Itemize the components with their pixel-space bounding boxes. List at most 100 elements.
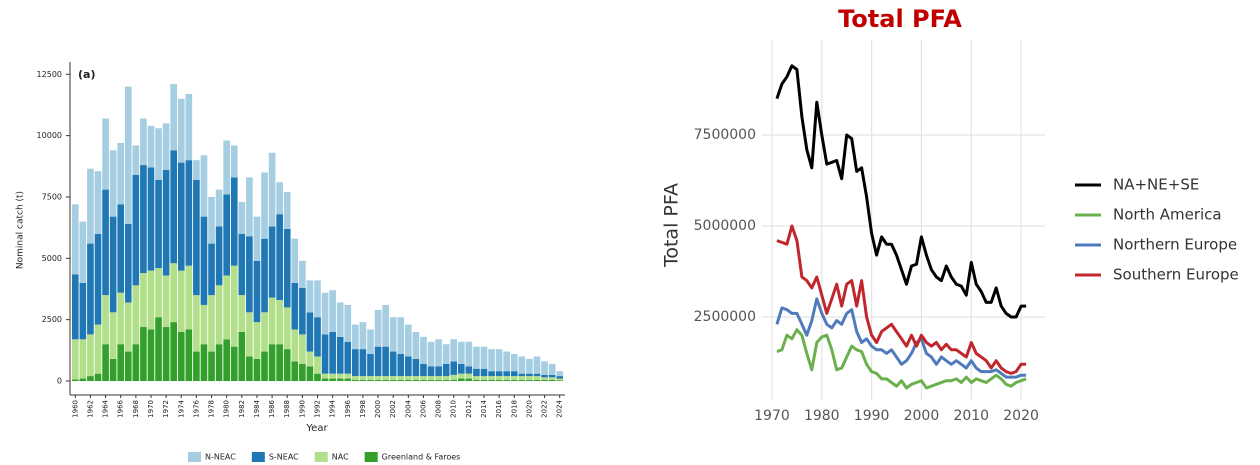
bar-segment — [306, 312, 314, 352]
series-line — [776, 328, 1027, 390]
bar-segment — [162, 275, 170, 328]
bar-segment — [510, 354, 518, 372]
bar-segment — [208, 295, 215, 352]
bar-segment — [185, 93, 193, 161]
bar-segment — [132, 174, 140, 286]
bar-segment — [87, 243, 94, 335]
bar-segment — [389, 379, 397, 382]
series-line — [775, 64, 1027, 319]
bar-segment — [526, 358, 533, 374]
bar-segment — [238, 331, 246, 382]
bar-segment — [427, 376, 435, 380]
bar-segment — [548, 363, 556, 375]
y-tick-label: 5000 — [42, 254, 62, 263]
bar-segment — [382, 304, 389, 347]
bar-segment — [200, 304, 208, 345]
x-tick-label: 1976 — [192, 399, 200, 417]
bar-segment — [253, 358, 261, 382]
legend-label: N-NEAC — [205, 453, 236, 462]
bar-segment — [488, 379, 495, 382]
x-axis-label: Year — [305, 423, 328, 434]
bar-segment — [200, 216, 208, 305]
x-tick-label: 1986 — [268, 399, 276, 417]
bar-segment — [147, 167, 155, 271]
bar-segment — [450, 361, 458, 375]
bar-segment — [215, 285, 223, 345]
series-line — [775, 297, 1027, 379]
bar-segment — [109, 312, 117, 359]
x-tick-label: 2002 — [389, 400, 397, 418]
bar-segment — [541, 377, 548, 380]
bar-segment — [177, 270, 185, 332]
bar-segment — [503, 379, 511, 382]
bar-segment — [102, 189, 109, 296]
bar-segment — [344, 341, 352, 374]
bar-segment — [404, 379, 412, 382]
bar-segment — [177, 162, 185, 271]
bar-segment — [306, 366, 314, 382]
bar-segment — [321, 373, 329, 379]
bar-segment — [541, 361, 548, 375]
bar-segment — [87, 334, 94, 377]
bar-segment — [314, 317, 321, 357]
x-tick-label: 2006 — [419, 399, 427, 417]
bar-segment — [382, 376, 389, 380]
bar-segment — [367, 329, 374, 355]
bar-segment — [268, 152, 276, 227]
legend-swatch — [188, 452, 201, 462]
bar-segment — [223, 194, 231, 276]
x-tick-label: 1990 — [854, 408, 890, 424]
bar-segment — [367, 379, 374, 382]
bar-segment — [94, 171, 102, 234]
x-tick-label: 1966 — [117, 399, 125, 417]
bar-segment — [261, 172, 268, 239]
bar-segment — [109, 358, 117, 382]
bar-segment — [102, 118, 109, 190]
bar-segment — [495, 376, 503, 380]
bar-segment — [261, 351, 268, 382]
bar-segment — [389, 317, 397, 352]
bar-segment — [352, 324, 359, 350]
bar-segment — [412, 331, 420, 359]
bar-segment — [79, 221, 87, 283]
x-tick-label: 1970 — [754, 408, 790, 424]
bar-segment — [329, 290, 336, 332]
bar-segment — [488, 349, 495, 372]
bar-segment — [109, 216, 117, 313]
legend-swatch — [364, 452, 378, 462]
bar-segment — [291, 282, 299, 330]
bar-segment — [306, 280, 314, 313]
bar-segment — [268, 226, 276, 298]
bar-segment — [268, 297, 276, 345]
bar-segment — [253, 216, 261, 261]
x-tick-label: 1972 — [162, 400, 170, 418]
x-tick-label: 2014 — [480, 399, 488, 417]
bar-segment — [397, 317, 405, 355]
bar-segment — [359, 322, 367, 350]
bar-segment — [132, 344, 140, 382]
bar-segment — [518, 373, 526, 377]
bar-segment — [94, 233, 102, 325]
bar-segment — [215, 189, 223, 227]
bar-segment — [442, 376, 450, 380]
bar-segment — [336, 373, 344, 379]
x-tick-label: 2024 — [556, 399, 564, 417]
bar-segment — [420, 379, 427, 382]
bar-segment — [397, 354, 405, 377]
bar-segment — [473, 379, 480, 382]
bar-segment — [352, 376, 359, 380]
bar-segment — [321, 292, 329, 335]
bar-segment — [132, 145, 140, 175]
x-tick-label: 1984 — [253, 399, 261, 417]
legend-swatch — [251, 452, 265, 462]
bar-segment — [397, 379, 405, 382]
x-tick-label: 2010 — [450, 400, 458, 418]
x-tick-label: 2010 — [953, 408, 989, 424]
bar-segment — [473, 346, 480, 369]
bar-segment — [435, 339, 442, 367]
bar-segment — [299, 363, 306, 382]
x-tick-label: 1994 — [329, 399, 337, 417]
bar-segment — [155, 128, 162, 180]
bar-segment — [457, 363, 465, 374]
